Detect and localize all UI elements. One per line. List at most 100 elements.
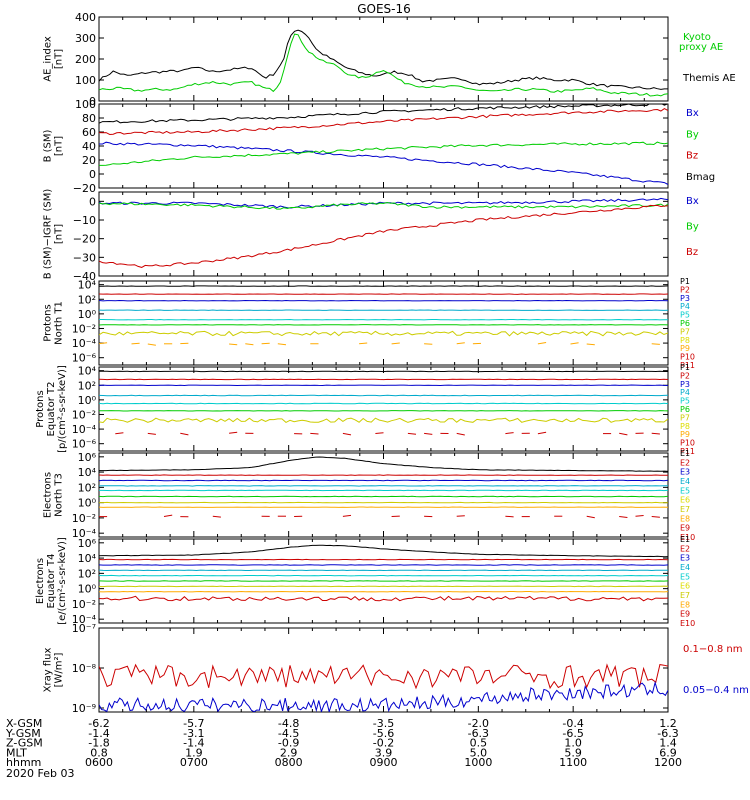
series-e9 [651, 516, 660, 518]
series-p8 [99, 342, 108, 345]
y-tick-label: 10⁴ [78, 466, 97, 479]
series-p8 [131, 342, 140, 345]
legend-entry: Bmag [686, 172, 715, 183]
y-axis-label: B (SM) [43, 129, 54, 162]
series-p8 [537, 431, 547, 435]
y-tick-label: 10⁻⁴ [72, 613, 97, 626]
legend-entry: E3 [680, 468, 690, 477]
ephemeris-value: -2.0 [468, 717, 489, 730]
legend-entry: E7 [680, 591, 690, 600]
y-tick-label: 10⁴ [78, 552, 97, 565]
legend-entry: P4 [680, 388, 690, 397]
series-group [99, 544, 668, 602]
ephemeris-value: 1100 [559, 756, 587, 769]
ephemeris-row-label: Z-GSM [6, 737, 43, 750]
y-tick-label: 10⁰ [78, 308, 97, 321]
legend-entry: By [686, 129, 699, 140]
series-p8 [147, 432, 156, 435]
series-p8 [424, 343, 433, 345]
y-tick-label: 60 [82, 126, 96, 139]
legend-entry: E10 [680, 619, 695, 628]
series-e3 [99, 564, 668, 566]
legend-entry: Bx [686, 196, 699, 207]
ephemeris-value: -4.8 [278, 717, 299, 730]
legend: Bx By Bz Bmag [686, 108, 715, 183]
y-tick-label: 10⁶ [78, 451, 97, 464]
y-tick-label: 0 [89, 95, 96, 108]
legend: Bx By Bz [686, 196, 699, 258]
panel-8: 10⁻⁷ 10⁻⁸ 10⁻⁹ Xray flux [W/m²] 0.1−0.8 nm 0.0… [43, 622, 749, 715]
series-e9 [505, 515, 514, 518]
y-axis-label: [nT] [54, 49, 65, 69]
series-p8 [586, 343, 595, 346]
series-group [99, 29, 668, 97]
y-tick-label: 10⁴ [78, 365, 97, 378]
y-tick-label: 10⁻² [72, 598, 96, 611]
y-axis-label: AE_index [43, 36, 54, 82]
legend-entry: P9 [680, 430, 690, 439]
legend-entry: P7 [680, 327, 690, 336]
series-e4 [99, 485, 668, 487]
y-axis-label: [nT] [54, 224, 65, 244]
legend-entry: P3 [680, 380, 690, 389]
series-e7 [99, 585, 668, 588]
ephemeris-value: -6.3 [468, 727, 489, 740]
y-tick-label: 200 [75, 53, 96, 66]
y-axis-label: Electrons [35, 558, 46, 604]
legend-entry: P1 [680, 363, 690, 372]
legend-entry: By [686, 222, 699, 233]
ephemeris-value: 0900 [370, 756, 398, 769]
series-group [99, 370, 668, 436]
series-p8 [229, 343, 238, 346]
series-group [99, 104, 668, 185]
series-group [99, 663, 668, 712]
series-p3 [99, 384, 668, 387]
y-axis-label: Protons [43, 304, 54, 341]
y-tick-label: 10⁻⁷ [72, 622, 96, 635]
series-e6 [99, 495, 668, 498]
series-p8 [375, 432, 384, 434]
ephemeris-value: -6.3 [657, 727, 678, 740]
legend-entry: P10 [680, 353, 695, 362]
series-p8 [115, 432, 124, 435]
series-kyoto-proxy-ae [99, 33, 668, 97]
y-axis-label: [W/m²] [54, 652, 65, 687]
ephemeris-value: 5.9 [564, 746, 582, 759]
ephemeris-value: -1.4 [183, 737, 204, 750]
ephemeris-value: 0700 [180, 756, 208, 769]
series-by [99, 141, 668, 166]
series-p8 [537, 342, 547, 345]
legend-entry: Kyoto [683, 32, 711, 43]
legend-entry: P11 [680, 447, 695, 456]
legend-entry: P5 [680, 311, 690, 320]
series-bz [99, 204, 668, 268]
y-tick-label: −40 [73, 270, 96, 283]
legend-entry: E6 [680, 582, 690, 591]
ephemeris-value: 2.9 [280, 746, 298, 759]
panel-7: 10⁶ 10⁴ 10² 10⁰ 10⁻² 10⁻⁴ Electrons Equator T4[… [35, 535, 695, 628]
series-e9 [212, 515, 221, 518]
ephemeris-value: -1.4 [88, 727, 109, 740]
legend-entry: E5 [680, 572, 690, 581]
ephemeris-value: -5.7 [183, 717, 204, 730]
series-themis-ae [99, 29, 668, 90]
ephemeris-value: -0.4 [562, 717, 583, 730]
ephemeris-value: -3.1 [183, 727, 204, 740]
series-p7 [99, 330, 668, 337]
y-tick-label: −30 [73, 251, 96, 264]
y-axis-label: [nT] [54, 136, 65, 156]
y-axis-label: North T1 [54, 301, 65, 345]
series-p8 [180, 432, 189, 436]
ephemeris-value: 1200 [654, 756, 682, 769]
legend-entry: E5 [680, 486, 690, 495]
ephemeris-value: 6.9 [659, 746, 677, 759]
y-tick-label: 10² [78, 293, 96, 306]
legend-entry: P3 [680, 294, 690, 303]
y-tick-label: 300 [75, 32, 96, 45]
ephemeris-value: -0.2 [373, 737, 394, 750]
y-tick-label: 40 [82, 140, 96, 153]
y-tick-label: 20 [82, 154, 96, 167]
series-p8 [342, 432, 352, 436]
